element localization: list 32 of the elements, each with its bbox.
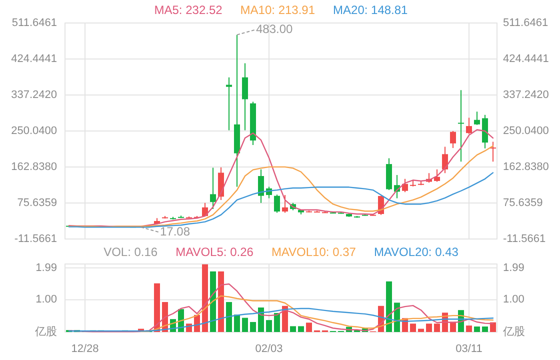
y-tick-label: 1.00 (36, 294, 57, 306)
y2-tick-label: -11.5661 (503, 232, 546, 245)
text: VOL: 0.16 (104, 245, 158, 260)
annotation: 17.08 (160, 224, 190, 238)
y-tick-label: 1.99 (36, 262, 57, 274)
y-tick-label: 250.0400 (11, 124, 57, 137)
y2-tick-label: 75.6359 (503, 196, 543, 209)
y-tick-label: 511.6461 (12, 16, 57, 29)
y-tick-label: 337.2420 (11, 88, 57, 101)
text: MAVOL20: 0.43 (374, 245, 459, 260)
y-tick-label: 424.4441 (11, 52, 57, 65)
y-tick-label: 75.6359 (17, 196, 57, 209)
y2-tick-label: 1.99 (503, 262, 524, 274)
x-tick-label: 12/28 (71, 342, 99, 355)
y-tick-label: 亿股 (34, 326, 57, 338)
text: MAVOL5: 0.26 (176, 245, 254, 260)
text: MAVOL10: 0.37 (271, 245, 356, 260)
y2-tick-label: 337.2420 (503, 88, 549, 101)
annotation: 483.00 (256, 22, 294, 36)
text: MA20: 148.81 (333, 3, 408, 18)
y-tick-label: 162.8380 (11, 160, 57, 173)
text: MA5: 232.52 (154, 3, 223, 18)
y2-tick-label: 1.00 (503, 294, 524, 306)
x-tick-label: 03/11 (456, 342, 482, 355)
y2-tick-label: 亿股 (502, 326, 525, 338)
y2-tick-label: 250.0400 (503, 124, 549, 137)
y2-tick-label: 162.8380 (503, 160, 549, 173)
x-tick-label: 02/03 (255, 342, 283, 355)
y-tick-label: -11.5661 (14, 232, 57, 245)
y2-tick-label: 424.4441 (503, 52, 549, 65)
text: MA10: 213.91 (240, 3, 316, 18)
y2-tick-label: 511.6461 (503, 16, 548, 29)
